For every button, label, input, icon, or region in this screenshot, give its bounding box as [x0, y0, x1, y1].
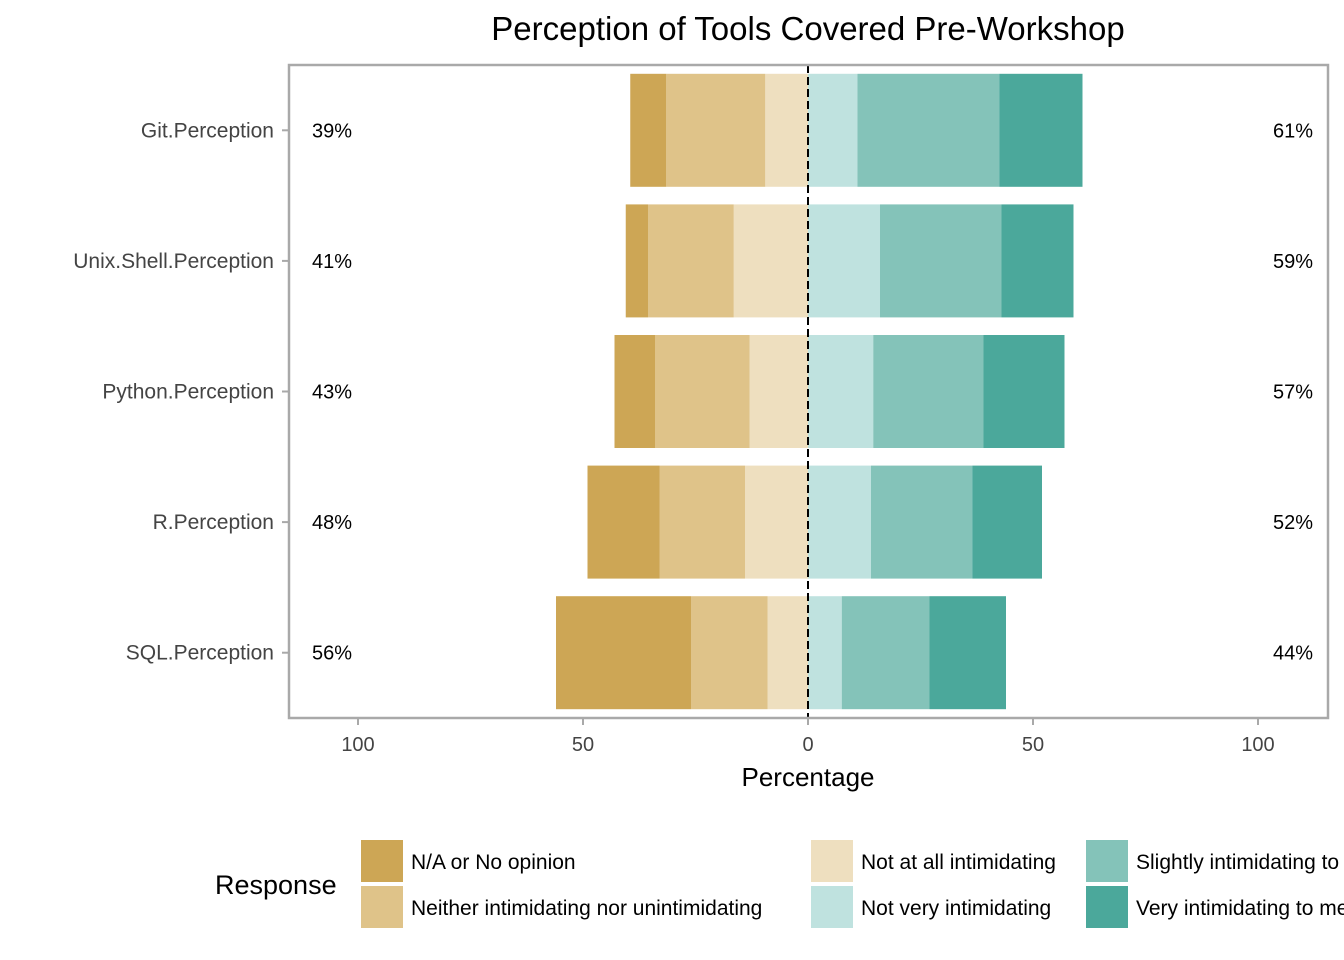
x-tick-label: 100 — [341, 734, 374, 756]
legend-swatch — [811, 840, 853, 882]
bar-segment — [972, 465, 1042, 579]
legend: Response N/A or No opinion Neither intimi… — [215, 840, 1344, 928]
category-label: R.Perception — [153, 511, 274, 534]
category-label: Git.Perception — [141, 119, 274, 142]
category-label: Python.Perception — [102, 381, 274, 404]
bar-segment — [767, 596, 808, 710]
right-total-label: 52% — [1273, 512, 1313, 534]
bar-segment — [873, 335, 984, 448]
category-axis: Git.Perception Unix.Shell.Perception Pytho… — [73, 119, 289, 665]
bar-segment — [808, 465, 871, 579]
bar-segment — [808, 204, 880, 318]
percent-labels: 39% 61% 41% 59% 43% 57% 48% 52% 56% 44% — [312, 120, 1313, 664]
bar-segment — [691, 596, 768, 710]
bar-segment — [630, 73, 667, 187]
x-tick-label: 100 — [1241, 734, 1274, 756]
category-label: SQL.Perception — [126, 642, 274, 665]
legend-item: N/A or No opinion — [361, 840, 576, 882]
bar-segment — [808, 335, 874, 448]
x-axis-title: Percentage — [742, 762, 875, 792]
bar-segment — [745, 465, 808, 579]
legend-swatch — [811, 886, 853, 928]
x-tick-label: 50 — [1022, 734, 1044, 756]
right-total-label: 61% — [1273, 120, 1313, 142]
bars — [556, 73, 1083, 710]
bar-segment — [587, 465, 660, 579]
legend-label: Neither intimidating nor unintimidating — [411, 897, 762, 920]
bar-segment — [614, 335, 655, 448]
legend-item: Slightly intimidating to me — [1086, 840, 1344, 882]
category-label: Unix.Shell.Perception — [73, 250, 274, 273]
legend-item: Very intimidating to me — [1086, 886, 1344, 928]
left-total-label: 43% — [312, 382, 352, 404]
left-total-label: 56% — [312, 643, 352, 665]
chart-title: Perception of Tools Covered Pre-Workshop — [491, 10, 1124, 47]
legend-swatch — [361, 886, 403, 928]
bar-segment — [765, 73, 808, 187]
x-axis: 100 50 0 50 100 — [341, 718, 1275, 756]
legend-item: Neither intimidating nor unintimidating — [361, 886, 762, 928]
legend-label: Not very intimidating — [861, 897, 1051, 920]
bar-segment — [659, 465, 745, 579]
legend-label: Not at all intimidating — [861, 851, 1056, 874]
left-total-label: 48% — [312, 512, 352, 534]
legend-item: Not very intimidating — [811, 886, 1051, 928]
bar-segment — [733, 204, 808, 318]
bar-segment — [666, 73, 766, 187]
legend-label: N/A or No opinion — [411, 851, 576, 874]
bar-segment — [871, 465, 973, 579]
right-total-label: 57% — [1273, 382, 1313, 404]
x-tick-label: 50 — [572, 734, 594, 756]
right-total-label: 44% — [1273, 643, 1313, 665]
bar-segment — [929, 596, 1006, 710]
legend-swatch — [1086, 840, 1128, 882]
legend-swatch — [361, 840, 403, 882]
legend-item: Not at all intimidating — [811, 840, 1056, 882]
bar-segment — [625, 204, 649, 318]
legend-swatch — [1086, 886, 1128, 928]
bar-segment — [983, 335, 1065, 448]
bar-segment — [808, 73, 858, 187]
bar-segment — [880, 204, 1002, 318]
bar-segment — [841, 596, 930, 710]
right-total-label: 59% — [1273, 251, 1313, 273]
legend-label: Very intimidating to me — [1136, 897, 1344, 920]
bar-segment — [1001, 204, 1074, 318]
legend-items: N/A or No opinion Neither intimidating no… — [361, 840, 1344, 928]
legend-title: Response — [215, 870, 337, 900]
x-tick-label: 0 — [802, 734, 813, 756]
legend-label: Slightly intimidating to me — [1136, 851, 1344, 874]
bar-segment — [857, 73, 1000, 187]
bar-segment — [556, 596, 691, 710]
left-total-label: 41% — [312, 251, 352, 273]
left-total-label: 39% — [312, 120, 352, 142]
bar-segment — [999, 73, 1083, 187]
bar-segment — [648, 204, 734, 318]
bar-segment — [655, 335, 750, 448]
bar-segment — [808, 596, 842, 710]
bar-segment — [749, 335, 808, 448]
